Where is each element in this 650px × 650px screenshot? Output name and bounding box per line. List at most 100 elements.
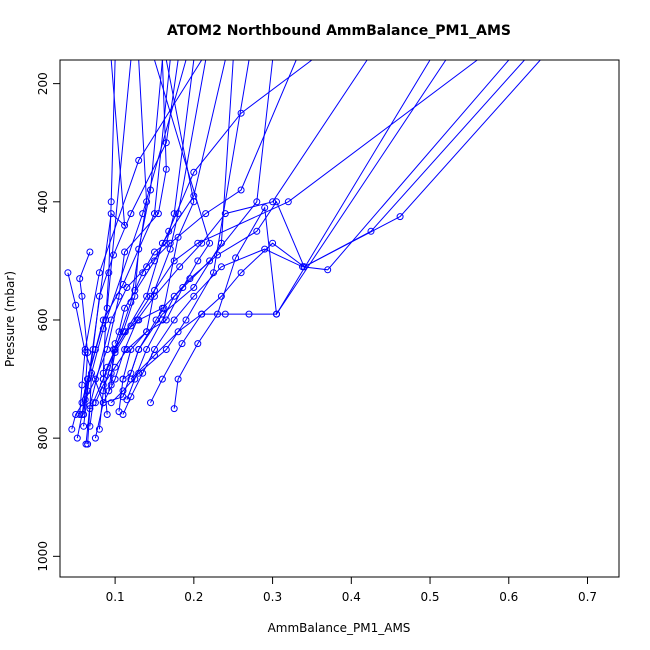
data-point [131, 375, 139, 383]
data-point [179, 284, 187, 291]
data-point [160, 304, 168, 312]
data-point [76, 411, 84, 418]
x-tick-label: 0.7 [578, 590, 597, 604]
data-point [151, 286, 158, 294]
data-point [151, 210, 158, 218]
y-tick-label: 400 [36, 190, 50, 213]
data-point [154, 210, 162, 218]
data-point [95, 269, 103, 277]
x-axis-label: AmmBalance_PM1_AMS [268, 621, 411, 635]
data-point [194, 340, 202, 348]
series-line [173, 60, 447, 409]
data-point [121, 304, 129, 312]
data-point [143, 263, 151, 271]
data-point [217, 292, 225, 300]
data-point [78, 399, 86, 407]
data-point [99, 375, 107, 383]
x-tick-label: 0.2 [184, 590, 203, 604]
data-point [176, 263, 184, 271]
data-point [396, 213, 404, 221]
data-point [245, 310, 253, 318]
data-point [119, 281, 127, 288]
data-point [198, 310, 206, 318]
data-point [147, 399, 154, 407]
data-point [253, 227, 261, 235]
data-point [110, 251, 117, 259]
data-point [324, 266, 332, 274]
data-point [135, 346, 143, 353]
data-point [88, 369, 95, 377]
data-point [162, 139, 170, 147]
series-line [79, 60, 203, 415]
data-point [99, 325, 107, 333]
data-point [86, 248, 94, 256]
data-point [86, 405, 94, 413]
data-point [121, 328, 129, 336]
x-tick-label: 0.5 [420, 590, 439, 604]
data-point [127, 210, 135, 218]
data-point [121, 248, 129, 256]
data-point [78, 292, 86, 300]
series-line [110, 60, 163, 386]
data-point [162, 165, 170, 173]
data-point [170, 405, 178, 413]
data-point [78, 411, 86, 418]
data-point [143, 346, 151, 353]
data-point [174, 328, 182, 336]
series-line [102, 60, 274, 380]
data-point [105, 387, 113, 395]
data-point [194, 239, 202, 247]
data-point [78, 381, 86, 389]
data-point [300, 263, 308, 271]
data-point [111, 375, 119, 383]
series-line [122, 60, 510, 415]
data-point [158, 375, 166, 383]
x-tick-label: 0.4 [342, 590, 361, 604]
data-point [151, 248, 158, 256]
data-point [84, 440, 92, 448]
data-point [64, 269, 72, 277]
plot-area [64, 60, 541, 448]
data-point [162, 316, 170, 324]
data-point [91, 434, 99, 442]
x-tick-label: 0.6 [499, 590, 518, 604]
data-point [202, 210, 210, 218]
data-point [107, 369, 115, 377]
data-point [190, 292, 198, 300]
data-point [102, 316, 110, 324]
data-point [81, 346, 89, 353]
series-line [102, 60, 116, 415]
data-point [135, 156, 143, 164]
data-point [89, 399, 97, 407]
data-point [182, 316, 190, 324]
x-tick-label: 0.3 [263, 590, 282, 604]
data-point [123, 396, 131, 404]
data-point [221, 210, 229, 218]
series-line [98, 60, 226, 430]
data-point [206, 239, 214, 247]
data-point [210, 269, 217, 277]
data-point [174, 375, 182, 383]
data-point [95, 292, 103, 300]
data-point [190, 198, 198, 206]
data-point [269, 239, 277, 247]
data-point [261, 245, 269, 253]
series-line [76, 60, 132, 439]
data-point [190, 168, 198, 176]
series-line [94, 60, 211, 403]
data-point [194, 257, 202, 265]
data-point [143, 198, 151, 206]
data-point [103, 304, 111, 312]
data-point [139, 269, 147, 277]
series-line [118, 60, 207, 412]
series-line [94, 60, 368, 439]
data-point [127, 298, 135, 306]
data-point [107, 399, 115, 407]
data-point [127, 346, 135, 353]
data-point [91, 399, 99, 407]
data-point [119, 387, 127, 395]
data-point [135, 316, 143, 324]
data-point [127, 322, 135, 330]
data-point [135, 369, 143, 377]
